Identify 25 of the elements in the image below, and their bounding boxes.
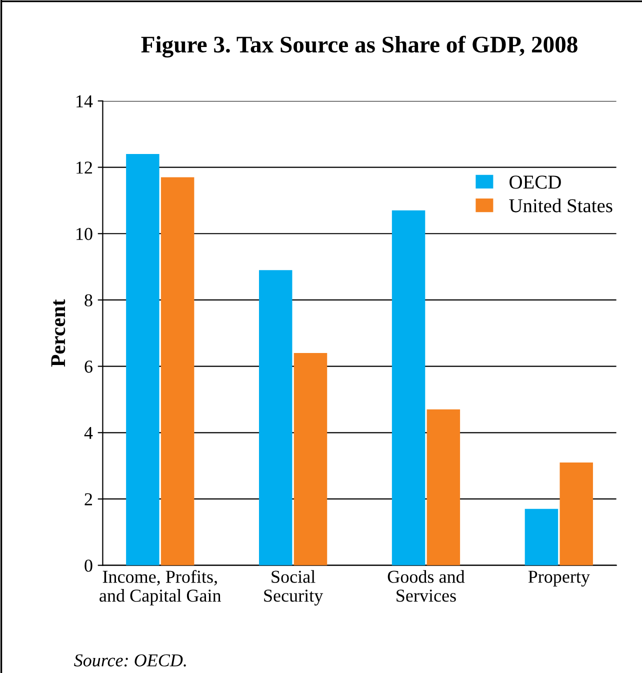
y-tick-label: 10: [76, 228, 92, 240]
bar: [426, 409, 460, 566]
x-tick-label: Social Security: [264, 570, 324, 606]
x-tick-label: Property: [528, 570, 590, 587]
x-tick-label: Goods and Services: [388, 570, 465, 602]
source-note: Source: OECD.: [74, 654, 186, 667]
y-tick-label: 14: [76, 95, 93, 108]
bar: [294, 353, 328, 566]
x-tick-label: Income, Profits, and Capital Gain: [100, 570, 222, 606]
y-axis-title: Percent: [51, 299, 66, 367]
y-tick-label: 4: [84, 427, 93, 439]
bar: [560, 462, 593, 566]
bar: [126, 154, 160, 566]
y-tick-label: 0: [84, 560, 92, 572]
bar: [392, 210, 426, 566]
chart-title: Figure 3. Tax Source as Share of GDP, 2008: [141, 36, 578, 58]
y-tick-label: 6: [84, 360, 92, 373]
bar: [160, 177, 194, 566]
y-tick-label: 12: [76, 162, 92, 174]
y-tick-label: 8: [84, 294, 92, 306]
bar: [524, 508, 558, 566]
legend-label: OECD: [510, 176, 561, 189]
bar: [258, 270, 292, 566]
y-tick-label: 2: [84, 493, 92, 506]
legend-label: United States: [509, 198, 612, 212]
